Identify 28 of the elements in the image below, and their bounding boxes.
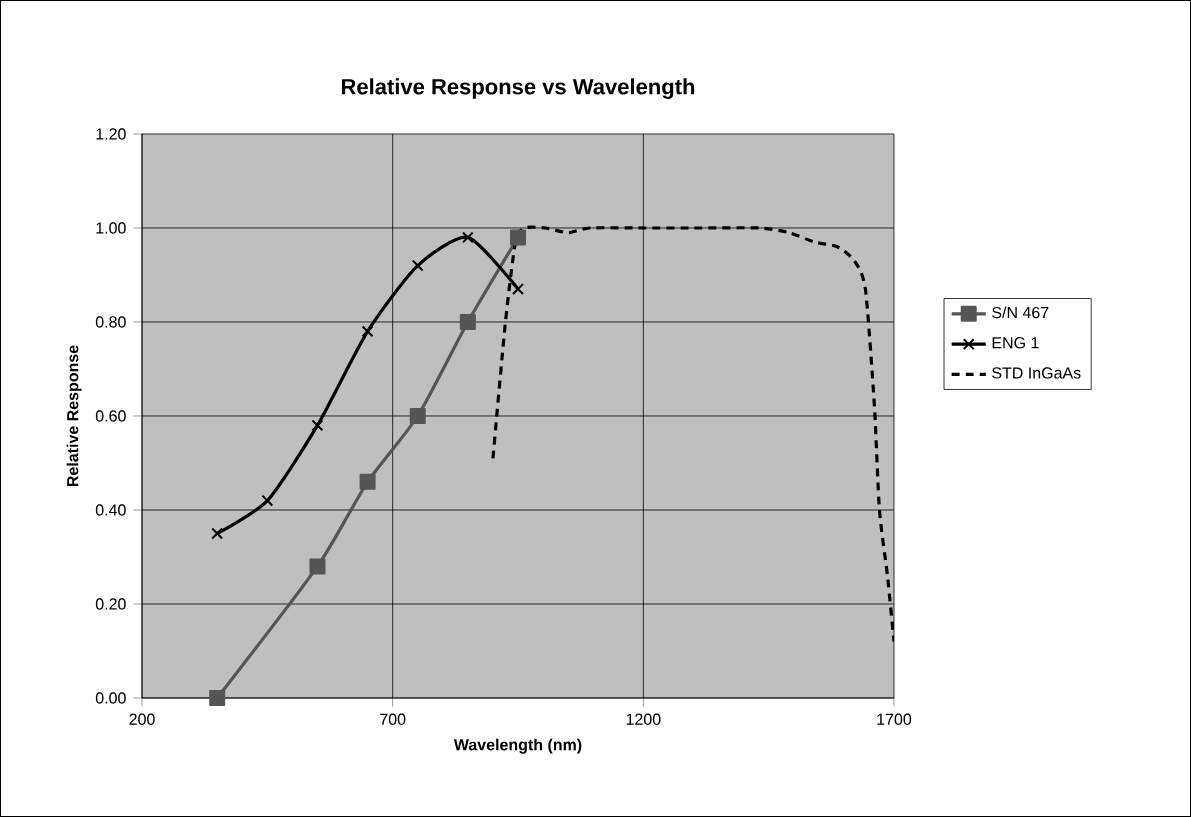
y-tick-label: 0.20: [95, 598, 126, 610]
y-tick-label: 0.80: [95, 316, 126, 328]
x-tick-label: 200: [129, 713, 155, 725]
legend-label: S/N 467: [992, 306, 1049, 319]
point: [359, 473, 376, 490]
x-tick-label: 1700: [877, 713, 912, 725]
y-tick-label: 1.20: [96, 128, 126, 140]
point: [311, 419, 324, 432]
y-tick-label: 0.60: [95, 410, 126, 422]
point: [309, 558, 326, 575]
point: [409, 407, 426, 424]
y-tick-label: 0.00: [95, 692, 126, 704]
legend-label: ENG 1: [992, 337, 1039, 349]
point: [209, 689, 226, 706]
chart-title: Relative Response vs Wavelength: [341, 78, 695, 99]
y-tick-label: 0.40: [95, 504, 126, 516]
x-tick-label: 1200: [626, 713, 661, 725]
point: [211, 527, 224, 540]
x-axis-title: Wavelength (nm): [453, 738, 582, 754]
point: [361, 325, 374, 338]
y-axis-title: Relative Response: [66, 345, 82, 487]
x-tick-label: 700: [380, 713, 406, 725]
point: [510, 229, 526, 246]
legend-label: STD InGaAs: [992, 367, 1081, 379]
y-tick-label: 1.00: [96, 222, 126, 234]
point: [459, 313, 476, 330]
point: [461, 231, 474, 244]
point: [512, 283, 524, 296]
